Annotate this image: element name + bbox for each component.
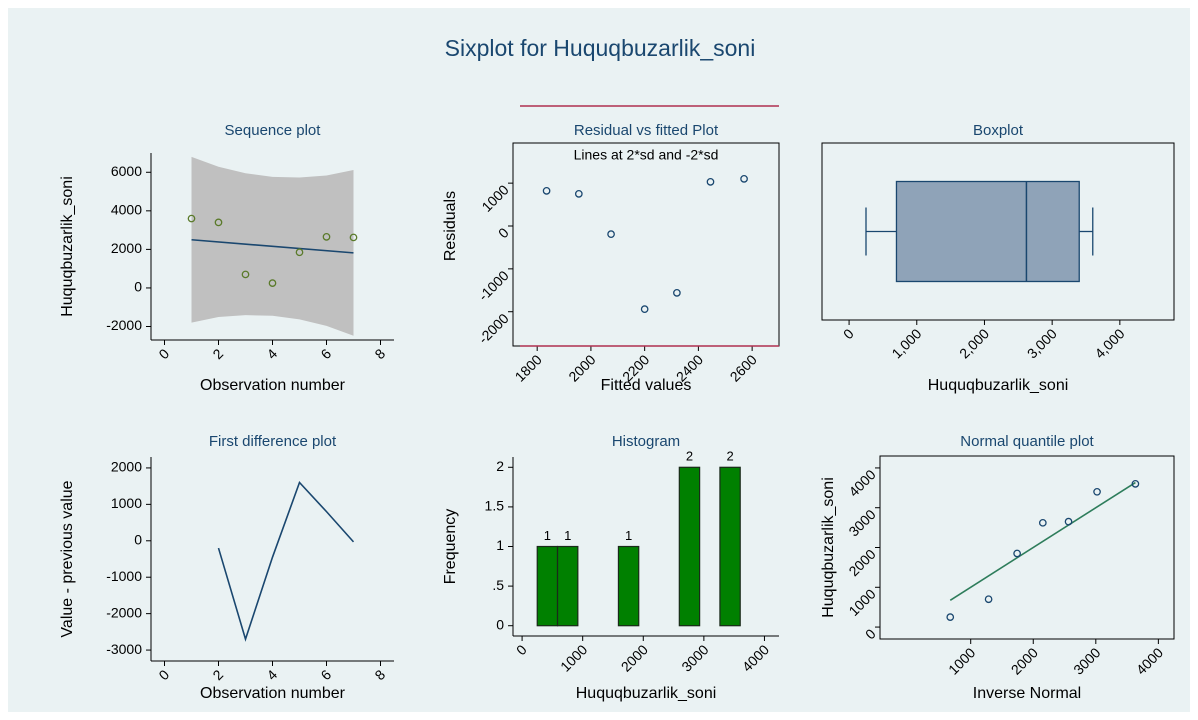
point xyxy=(706,178,715,186)
y-tick-label: 1000 xyxy=(111,495,142,511)
point xyxy=(542,187,551,195)
y-axis-title: Frequency xyxy=(442,509,459,585)
y-axis-title: Value - previous value xyxy=(59,480,76,637)
point xyxy=(241,270,250,279)
point xyxy=(1038,518,1047,527)
y-tick-label: 0 xyxy=(134,279,142,295)
fit-line xyxy=(949,481,1136,601)
y-tick-label: .5 xyxy=(492,577,504,593)
bar xyxy=(719,466,741,627)
bar xyxy=(617,545,640,627)
point xyxy=(946,613,955,621)
point xyxy=(640,305,649,313)
y-tick-label: -3000 xyxy=(106,641,142,657)
y-tick-label: 2 xyxy=(496,458,504,474)
y-tick-label: 4000 xyxy=(111,202,142,218)
panel-title: First difference plot xyxy=(209,433,337,450)
background xyxy=(8,8,1190,712)
point xyxy=(1064,517,1073,526)
panel-title: Histogram xyxy=(612,433,680,450)
panel-title: Residual vs fitted Plot xyxy=(574,122,719,139)
x-axis-title: Huquqbuzarlik_soni xyxy=(576,685,717,702)
point xyxy=(322,233,331,241)
y-tick-label: 6000 xyxy=(111,163,142,179)
main-title: Sixplot for Huquqbuzarlik_soni xyxy=(445,35,756,61)
point xyxy=(740,175,748,183)
y-tick-label: 2000 xyxy=(111,459,142,475)
bar xyxy=(536,545,559,627)
point xyxy=(295,248,304,257)
point xyxy=(1131,479,1140,488)
panel-subtitle: Lines at 2*sd and -2*sd xyxy=(574,147,719,163)
point xyxy=(1013,549,1021,558)
panel-title: Normal quantile plot xyxy=(960,433,1094,450)
point xyxy=(1093,487,1101,496)
point xyxy=(673,289,681,297)
x-axis-title: Inverse Normal xyxy=(973,685,1081,702)
point xyxy=(574,190,583,198)
x-axis-title: Observation number xyxy=(200,685,346,702)
point xyxy=(984,595,993,604)
fit-line xyxy=(191,238,354,254)
y-axis-title: Residuals xyxy=(442,191,459,261)
panel-title: Boxplot xyxy=(973,122,1024,139)
x-axis-title: Huquqbuzarlik_soni xyxy=(928,377,1069,394)
panel-title: Sequence plot xyxy=(225,122,322,139)
bar xyxy=(556,545,579,627)
y-axis-title: Huquqbuzarlik_soni xyxy=(59,176,76,317)
plot-frame xyxy=(821,142,1175,321)
point xyxy=(214,218,223,227)
y-tick-label: 1.5 xyxy=(485,498,505,514)
box xyxy=(895,180,1080,283)
x-axis-title: Fitted values xyxy=(601,377,692,394)
y-tick-label: -2000 xyxy=(106,317,142,333)
point xyxy=(187,214,196,223)
series-line xyxy=(217,480,355,642)
y-tick-label: 2000 xyxy=(111,240,142,256)
y-tick-label: 1 xyxy=(496,537,504,553)
y-tick-label: 0 xyxy=(496,616,504,632)
y-tick-label: -1000 xyxy=(106,568,142,584)
bar-label: 2 xyxy=(686,449,693,464)
bar-label: 1 xyxy=(544,528,551,543)
y-axis-title: Huquqbuzarlik_soni xyxy=(820,477,837,618)
bar-label: 2 xyxy=(726,449,733,464)
point xyxy=(268,279,277,287)
y-tick-label: 0 xyxy=(134,531,142,547)
y-tick-label: -2000 xyxy=(106,604,142,620)
bar-label: 1 xyxy=(625,528,632,543)
point xyxy=(607,230,615,238)
bar xyxy=(678,466,701,627)
x-axis-title: Observation number xyxy=(200,377,346,394)
bar-label: 1 xyxy=(564,528,571,543)
point xyxy=(349,233,358,242)
